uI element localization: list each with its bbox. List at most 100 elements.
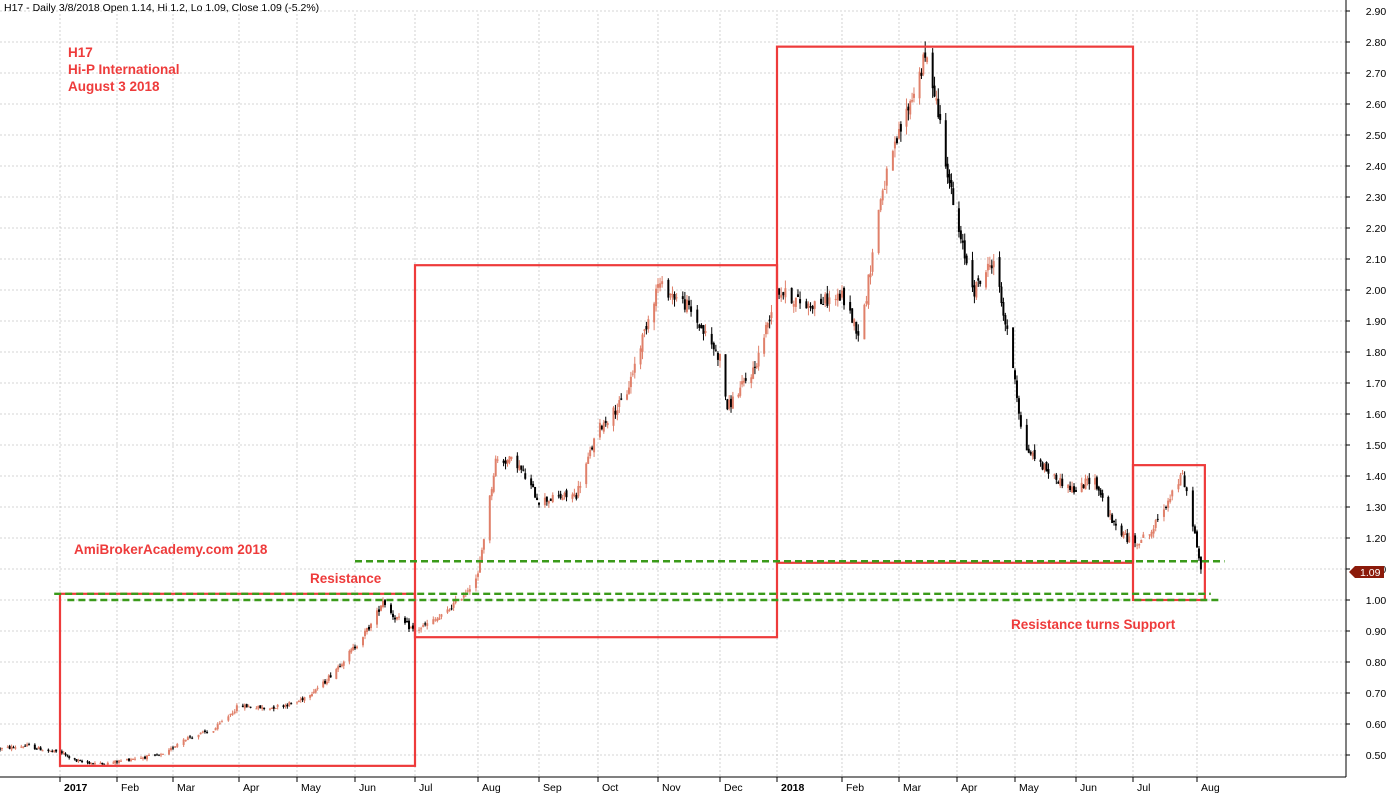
candle-body (688, 300, 690, 306)
candle-body (1097, 486, 1100, 491)
candle-body (0, 748, 1, 750)
candle-body (700, 324, 703, 329)
candle-body (1084, 478, 1087, 490)
candle-body (1061, 478, 1064, 487)
candle-body (73, 758, 76, 760)
candle-body (805, 301, 808, 309)
watermark: AmiBrokerAcademy.com 2018 (74, 542, 268, 557)
candle-body (274, 707, 277, 709)
candle-body (68, 756, 71, 758)
candle-body (432, 619, 435, 625)
candle-body (730, 398, 733, 408)
candle-body (1177, 484, 1180, 490)
title-company: Hi-P International (68, 62, 180, 77)
candle-body (380, 605, 382, 611)
title-date: August 3 2018 (68, 79, 160, 94)
candle-body (909, 101, 912, 115)
candle-body (37, 746, 40, 750)
candle-body (1114, 523, 1117, 526)
candle-body (685, 299, 688, 312)
candle-body (1031, 452, 1034, 457)
candle-body (130, 759, 132, 761)
candle-body (504, 460, 507, 464)
candle-body (924, 52, 927, 58)
candle-body (626, 394, 629, 400)
candle-body (362, 637, 364, 646)
candle-body (702, 325, 705, 334)
candle-body (898, 129, 900, 139)
candle-body (946, 163, 949, 178)
candle-body (939, 114, 942, 121)
candle-body (263, 707, 266, 709)
candle-body (339, 666, 342, 668)
y-tick-label: 2.90 (1366, 6, 1387, 18)
candle-body (312, 691, 315, 693)
candle-body (370, 623, 372, 629)
candle-body (272, 706, 275, 709)
candle-body (950, 180, 953, 188)
candle-body (288, 702, 291, 706)
candle-body (606, 423, 609, 426)
candle-body (1053, 474, 1056, 476)
x-tick-label: 2018 (781, 782, 805, 794)
candle-body (739, 387, 742, 396)
candle-body (673, 293, 676, 300)
candle-body (959, 230, 962, 240)
candle-body (1095, 477, 1098, 489)
candle-body (944, 120, 947, 167)
candle-body (199, 732, 202, 735)
x-tick-label: Apr (243, 782, 260, 794)
candle-body (22, 746, 25, 748)
x-axis-ticks: 2017 Feb Mar Apr May Jun Jul Aug Sep Oct Nov Dec 201… (59, 777, 1220, 794)
candle-body (62, 752, 65, 754)
candle-body (770, 312, 773, 319)
candle-body (299, 699, 302, 701)
candle-body (297, 701, 300, 703)
candle-body (314, 689, 317, 693)
y-tick-label: 2.40 (1366, 161, 1387, 173)
candle-body (462, 595, 465, 598)
candle-body (142, 757, 144, 759)
candle-body (229, 713, 232, 716)
last-price-label: 1.09 (1360, 567, 1381, 579)
candlestick-series (0, 41, 1202, 767)
candle-body (865, 301, 868, 304)
x-tick-label: Apr (961, 782, 978, 794)
candle-body (41, 750, 44, 752)
candle-body (366, 628, 368, 632)
candle-body (35, 748, 38, 750)
candle-body (324, 680, 327, 684)
candle-body (231, 713, 234, 715)
candle-body (879, 199, 882, 211)
candle-body (696, 309, 699, 323)
candle-body (719, 353, 721, 361)
candle-body (920, 72, 923, 76)
candle-body (1099, 489, 1102, 495)
candle-body (698, 324, 701, 328)
candle-body (134, 758, 136, 760)
candle-body (757, 352, 760, 367)
candle-body (764, 325, 767, 335)
candle-body (965, 255, 968, 264)
candle-body (1142, 534, 1145, 538)
candle-body (591, 447, 594, 450)
candle-body (522, 469, 525, 471)
candle-body (132, 759, 134, 761)
candle-body (53, 750, 56, 752)
candle-body (93, 763, 96, 765)
candle-body (857, 331, 860, 336)
candle-body (935, 98, 938, 101)
candle-body (1124, 533, 1127, 535)
candle-body (510, 456, 513, 460)
candle-body (1154, 520, 1157, 528)
candle-body (174, 746, 177, 748)
candle-body (276, 704, 279, 707)
candle-body (565, 490, 568, 498)
candle-body (1004, 315, 1007, 325)
candle-body (452, 603, 455, 608)
candle-body (796, 294, 799, 297)
candle-body (1029, 451, 1032, 455)
candle-body (532, 483, 535, 488)
candle-body (828, 297, 831, 305)
